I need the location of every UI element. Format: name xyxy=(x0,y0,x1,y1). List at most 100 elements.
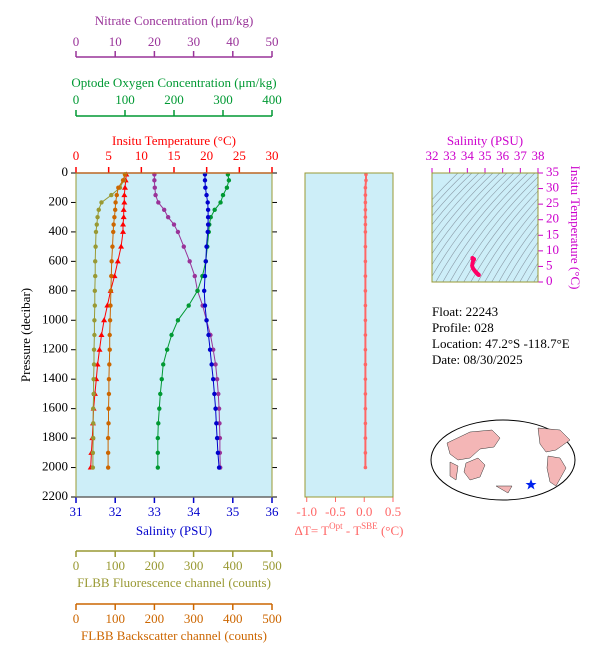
y-tick-label: 35 xyxy=(546,164,559,179)
y-tick-label: 30 xyxy=(546,180,559,195)
profile-point xyxy=(108,288,114,294)
density-contour xyxy=(526,262,538,282)
delta-point xyxy=(363,362,368,367)
x-axis-label-part: (°C) xyxy=(378,523,404,538)
density-contour xyxy=(505,231,538,282)
profile-point xyxy=(109,192,114,198)
delta-point xyxy=(364,172,368,177)
profile-point xyxy=(155,435,161,441)
x-tick-label: 100 xyxy=(115,92,135,107)
density-contour xyxy=(470,190,538,282)
x-tick-label: 32 xyxy=(109,504,122,519)
x-tick-label: 25 xyxy=(233,148,246,163)
profile-point xyxy=(204,318,209,323)
profile-point xyxy=(205,222,211,227)
density-contour xyxy=(477,198,538,282)
profile-point xyxy=(211,376,216,382)
y-tick-label: 2200 xyxy=(42,488,68,503)
profile-point xyxy=(90,450,96,456)
profile-point xyxy=(214,435,220,441)
x-tick-label: 0 xyxy=(73,92,80,107)
plot-frame xyxy=(75,172,273,498)
profile-point xyxy=(101,317,108,323)
delta-point xyxy=(363,436,368,440)
x-tick-label: 34 xyxy=(461,148,475,163)
profile-point xyxy=(109,259,114,264)
profile-point xyxy=(158,391,163,397)
profile-point xyxy=(110,244,115,249)
profile-point xyxy=(91,391,96,397)
x-tick-label: 30 xyxy=(187,34,200,49)
x-tick-label: 500 xyxy=(262,611,282,626)
land xyxy=(463,457,486,481)
x-axis-label-part: ΔT= T xyxy=(295,523,330,538)
profile-point xyxy=(108,303,113,308)
x-tick-label: 0 xyxy=(73,34,80,49)
delta-point xyxy=(363,333,368,337)
x-axis-label: FLBB Fluorescence channel (counts) xyxy=(77,575,271,590)
delta-point xyxy=(363,347,368,352)
delta-point xyxy=(363,259,368,264)
profile-point xyxy=(99,200,104,205)
x-tick-label: 400 xyxy=(223,611,243,626)
profile-point xyxy=(207,347,213,352)
profile-point xyxy=(205,207,211,213)
delta-point xyxy=(363,222,368,227)
profile-point xyxy=(106,376,112,382)
profile-point xyxy=(93,259,98,264)
profile-point xyxy=(121,199,128,205)
delta-point xyxy=(363,289,368,293)
x-tick-label: -1.0 xyxy=(296,504,317,519)
profile-point xyxy=(195,288,200,294)
x-tick-label: 200 xyxy=(145,611,165,626)
x-tick-label: 400 xyxy=(223,558,243,573)
profile-point xyxy=(91,435,96,441)
profile-point xyxy=(204,192,209,198)
profile-point xyxy=(111,222,116,227)
profile-point xyxy=(171,222,177,227)
y-tick-label: 1200 xyxy=(42,341,68,356)
ts-point xyxy=(476,272,481,277)
profile-point xyxy=(157,406,162,411)
delta-point xyxy=(363,421,368,426)
y-tick-label: 5 xyxy=(546,257,553,272)
y-tick-label: 200 xyxy=(49,193,69,208)
y-tick-label: 400 xyxy=(49,223,69,238)
profile-point xyxy=(120,206,127,212)
x-tick-label: 0 xyxy=(73,611,80,626)
land xyxy=(446,429,501,461)
density-contour xyxy=(456,176,538,282)
profile-point xyxy=(114,192,119,198)
y-axis-label: Pressure (decibar) xyxy=(18,288,33,382)
profile-point xyxy=(215,450,221,456)
profile-point xyxy=(212,207,217,213)
profile-point xyxy=(162,207,167,213)
land xyxy=(546,455,567,487)
profile-point xyxy=(169,332,174,338)
profile-point xyxy=(205,200,210,205)
profile-point xyxy=(202,178,208,183)
profile-point xyxy=(211,347,216,352)
profile-point xyxy=(156,200,161,205)
profile-point xyxy=(202,303,208,308)
profile-point xyxy=(201,288,207,294)
delta-point xyxy=(363,451,368,455)
x-tick-label: 300 xyxy=(184,558,204,573)
x-axis-label: Nitrate Concentration (μm/kg) xyxy=(95,13,254,28)
profile-point xyxy=(203,185,208,190)
delta-point xyxy=(363,406,368,411)
float-info: Date: 08/30/2025 xyxy=(432,352,523,367)
profile-point xyxy=(114,258,121,264)
profile-point xyxy=(113,200,118,205)
x-tick-label: 0 xyxy=(73,148,80,163)
profile-point xyxy=(181,244,186,249)
land xyxy=(537,427,571,453)
density-contour xyxy=(512,241,538,282)
profile-point xyxy=(107,362,112,367)
x-axis-label: Insitu Temperature (°C) xyxy=(112,133,236,148)
y-tick-label: 800 xyxy=(49,282,69,297)
density-contour xyxy=(484,205,538,282)
density-contour xyxy=(463,183,538,282)
x-tick-label: 32 xyxy=(426,148,439,163)
x-axis-label: Salinity (PSU) xyxy=(136,523,212,538)
